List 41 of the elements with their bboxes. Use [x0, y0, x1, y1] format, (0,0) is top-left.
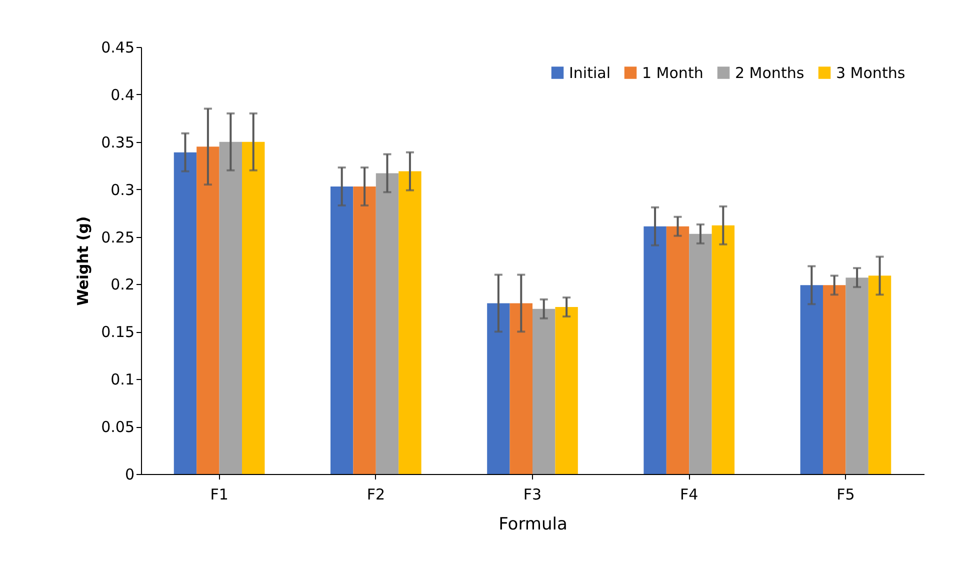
y-tick-label: 0.05	[101, 418, 134, 436]
y-tick-label: 0.45	[101, 38, 134, 56]
y-tick-label: 0.3	[110, 180, 134, 199]
x-tick-label: F5	[836, 486, 855, 504]
bar	[196, 146, 220, 474]
bar	[846, 278, 868, 474]
bar	[822, 285, 846, 474]
bar	[800, 285, 823, 474]
legend-label: 3 Months	[836, 64, 906, 82]
bar	[689, 234, 712, 474]
legend-label: 2 Months	[735, 64, 804, 82]
bar	[532, 308, 556, 474]
bar	[376, 173, 399, 474]
x-tick-label: F2	[366, 486, 385, 504]
bar	[510, 303, 532, 474]
y-tick-label: 0.25	[101, 228, 134, 246]
y-tick-label: 0.1	[110, 370, 134, 389]
bar	[174, 152, 197, 474]
x-tick-label: F4	[680, 486, 698, 504]
y-tick-label: 0.35	[101, 133, 134, 152]
bar	[666, 226, 690, 474]
legend-label: 1 Month	[642, 64, 704, 82]
x-axis-title: Formula	[498, 514, 568, 534]
x-tick-label: F1	[210, 486, 228, 504]
bar	[712, 225, 735, 474]
bar	[868, 276, 892, 474]
bar	[398, 171, 422, 474]
bar	[644, 226, 666, 474]
bar	[219, 142, 242, 474]
bar	[555, 306, 578, 474]
y-axis-title: Weight (g)	[74, 216, 92, 306]
bar	[353, 186, 376, 474]
x-tick-label: F3	[523, 486, 542, 504]
bar	[242, 142, 265, 474]
y-tick-label: 0.4	[110, 86, 134, 104]
y-tick-label: 0.15	[101, 323, 134, 342]
bar	[487, 303, 510, 474]
y-tick-label: 0.2	[110, 276, 134, 294]
y-tick-label: 0	[124, 466, 134, 484]
bar	[330, 186, 354, 474]
legend-label: Initial	[569, 64, 611, 82]
